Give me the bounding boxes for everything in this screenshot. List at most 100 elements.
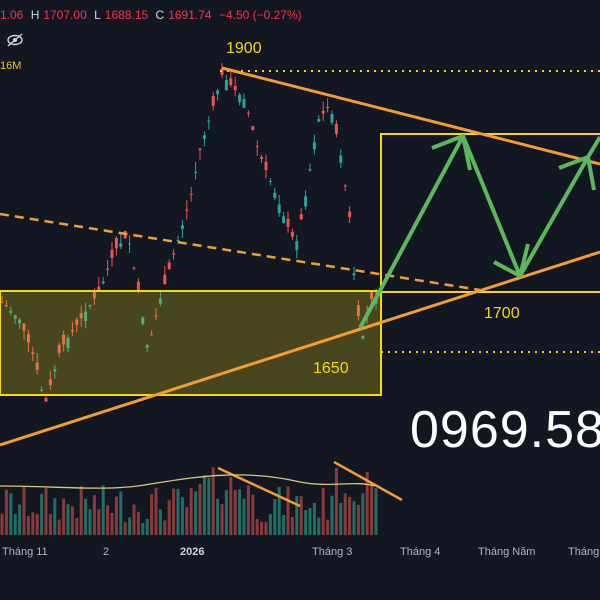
candle-body-81 (356, 305, 360, 316)
candle-body-48 (211, 95, 215, 106)
volume-bar-3 (13, 514, 17, 535)
candle-body-57 (251, 126, 255, 130)
volume-bar-80 (352, 501, 356, 535)
candle-body-76 (334, 123, 338, 134)
candle-body-4 (18, 319, 22, 324)
candle-body-10 (44, 398, 48, 402)
volume-bar-29 (128, 517, 132, 535)
candle-body-45 (198, 148, 202, 150)
candle-body-37 (163, 274, 167, 284)
candle-body-3 (13, 315, 17, 319)
volume-bar-67 (295, 496, 299, 535)
volume-bar-38 (167, 500, 171, 535)
volume-bar-49 (216, 498, 220, 535)
candle-body-49 (216, 90, 220, 94)
candle-body-35 (154, 315, 158, 317)
candle-body-68 (299, 214, 303, 219)
volume-bar-2 (9, 493, 13, 535)
candle-body-66 (290, 231, 294, 237)
dashed-trendline (0, 212, 481, 292)
volume-bar-63 (277, 487, 281, 535)
volume-bar-0 (0, 513, 4, 535)
candle-body-6 (26, 334, 30, 343)
volume-bar-79 (348, 496, 352, 535)
volume-bar-25 (110, 512, 114, 535)
volume-bar-20 (88, 509, 92, 535)
candle-body-41 (180, 225, 184, 229)
volume-bar-57 (251, 494, 255, 535)
candle-body-1 (4, 305, 8, 307)
candle-body-27 (119, 243, 123, 247)
candle-body-5 (22, 323, 26, 331)
volume-bar-39 (172, 488, 176, 535)
volume-bar-9 (40, 493, 44, 535)
volume-bar-15 (66, 504, 70, 535)
volume-bar-12 (53, 498, 57, 535)
candle-body-11 (48, 379, 52, 386)
volume-bar-18 (79, 486, 83, 535)
volume-bar-77 (339, 503, 343, 535)
high-value: 1707.00 (43, 8, 87, 22)
volume-bar-26 (114, 496, 118, 535)
volume-bar-28 (123, 522, 127, 535)
candle-body-78 (343, 185, 347, 187)
candle-body-42 (185, 209, 189, 211)
candle-body-67 (295, 241, 299, 251)
candle-body-13 (57, 344, 61, 353)
volume-bar-69 (304, 510, 308, 535)
eye-slash-icon[interactable] (6, 32, 24, 48)
volume-bar-5 (22, 486, 26, 535)
volume-bar-40 (176, 488, 180, 535)
projection-arrow-2 (493, 243, 530, 278)
x-tick-2: 2026 (180, 546, 205, 558)
candle-body-51 (224, 80, 228, 91)
volume-bar-59 (260, 521, 264, 535)
candle-body-59 (260, 156, 264, 159)
candle-body-25 (110, 249, 114, 258)
volume-bar-24 (106, 505, 110, 535)
low-label: L (94, 8, 101, 22)
volume-bar-70 (308, 508, 312, 535)
volume-bar-78 (343, 493, 347, 535)
volume-bar-41 (180, 497, 184, 535)
volume-bar-45 (198, 483, 202, 535)
volume-bar-72 (317, 517, 321, 535)
candle-body-79 (348, 211, 352, 218)
candle-body-65 (286, 218, 290, 227)
candle-body-23 (101, 281, 105, 284)
volume-bar-53 (233, 489, 237, 535)
volume-layer (0, 467, 378, 535)
candle-body-38 (167, 262, 171, 270)
volume-trendline-2 (333, 460, 403, 502)
volume-bar-44 (194, 491, 198, 535)
volume-bar-55 (242, 498, 246, 535)
candle-body-39 (172, 253, 176, 255)
volume-label: 16M (0, 60, 22, 72)
projection-box (380, 133, 600, 293)
volume-bar-62 (273, 499, 277, 535)
volume-bar-82 (361, 493, 365, 535)
x-tick-4: Tháng 4 (400, 546, 441, 558)
volume-bar-60 (264, 521, 268, 535)
volume-bar-27 (119, 491, 123, 535)
volume-bar-1 (4, 489, 8, 535)
candle-body-9 (40, 389, 44, 391)
candle-body-16 (70, 330, 74, 332)
candle-body-75 (330, 114, 334, 123)
candle-body-31 (136, 281, 140, 292)
volume-bar-56 (246, 485, 250, 535)
volume-bar-65 (286, 486, 290, 535)
resistance-trendline (221, 66, 600, 166)
open-value: 1.06 (0, 8, 24, 22)
volume-bar-34 (150, 494, 154, 535)
candle-body-30 (132, 267, 136, 269)
volume-bar-75 (330, 495, 334, 535)
volume-bar-31 (136, 511, 140, 535)
volume-bar-46 (202, 475, 206, 535)
candle-body-60 (264, 161, 268, 170)
candle-body-19 (84, 311, 88, 321)
volume-bar-4 (18, 504, 22, 535)
candle-body-14 (62, 334, 66, 345)
level-label-bottom: 1650 (313, 360, 349, 377)
